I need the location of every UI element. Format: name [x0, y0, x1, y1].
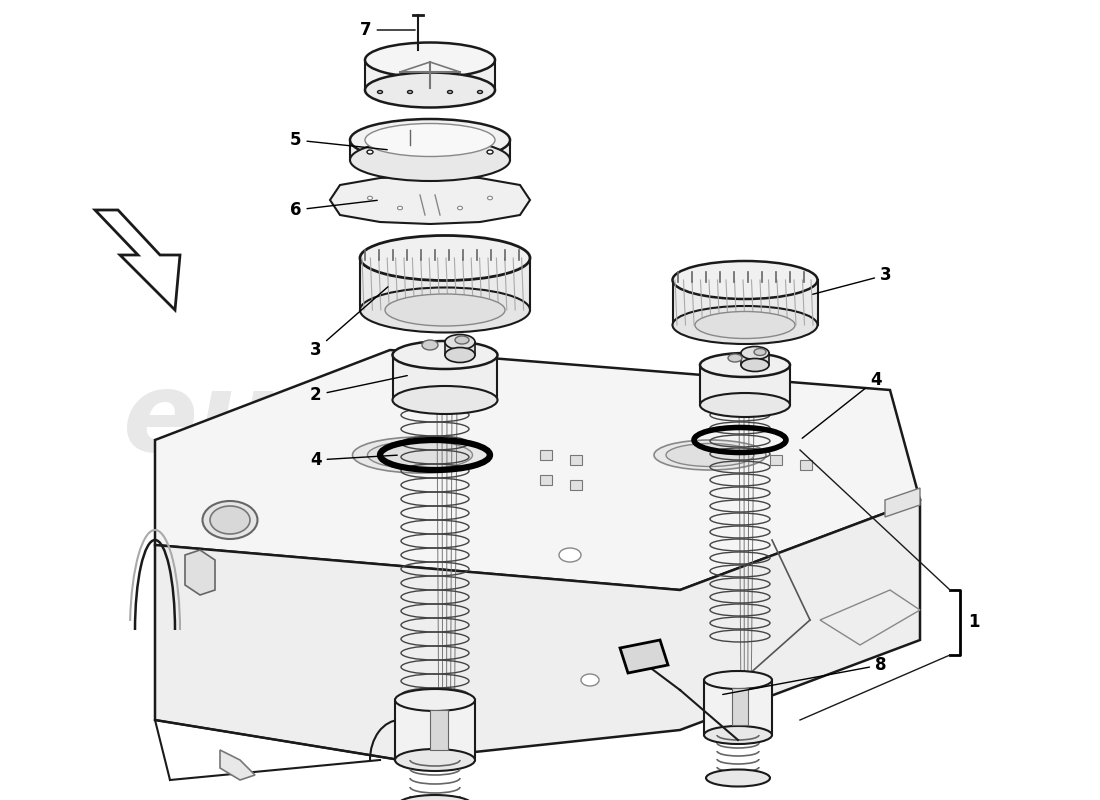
Text: 8: 8 — [723, 656, 887, 694]
Ellipse shape — [455, 336, 469, 344]
Ellipse shape — [210, 506, 250, 534]
Ellipse shape — [365, 123, 495, 157]
Text: 6: 6 — [290, 200, 377, 219]
Ellipse shape — [666, 443, 754, 466]
Ellipse shape — [706, 770, 770, 786]
Text: 4: 4 — [802, 371, 881, 438]
Ellipse shape — [395, 689, 475, 711]
Polygon shape — [395, 700, 475, 760]
Ellipse shape — [672, 306, 817, 344]
Polygon shape — [95, 210, 180, 310]
Polygon shape — [741, 353, 769, 365]
Ellipse shape — [741, 358, 769, 371]
Ellipse shape — [487, 150, 493, 154]
Polygon shape — [620, 640, 668, 673]
Ellipse shape — [754, 349, 766, 355]
Polygon shape — [155, 350, 920, 590]
Text: a passion for parts since 1985: a passion for parts since 1985 — [241, 558, 619, 582]
Polygon shape — [770, 455, 782, 465]
Ellipse shape — [397, 206, 403, 210]
Polygon shape — [570, 480, 582, 490]
Polygon shape — [886, 488, 920, 517]
Ellipse shape — [393, 386, 497, 414]
Polygon shape — [220, 750, 255, 780]
Ellipse shape — [654, 440, 766, 470]
Text: 7: 7 — [360, 21, 415, 39]
Polygon shape — [704, 680, 772, 735]
Ellipse shape — [352, 437, 487, 473]
Polygon shape — [540, 475, 552, 485]
Polygon shape — [700, 365, 790, 405]
Text: 1: 1 — [968, 613, 979, 631]
Polygon shape — [800, 460, 812, 470]
Ellipse shape — [365, 42, 495, 78]
Ellipse shape — [672, 261, 817, 299]
Text: 2: 2 — [310, 375, 407, 404]
Text: 4: 4 — [310, 451, 397, 469]
Ellipse shape — [487, 196, 493, 200]
Polygon shape — [732, 688, 748, 725]
Ellipse shape — [581, 674, 600, 686]
Ellipse shape — [422, 340, 438, 350]
Ellipse shape — [377, 90, 383, 94]
Ellipse shape — [704, 671, 772, 689]
Polygon shape — [350, 140, 510, 160]
Text: europarts: europarts — [123, 366, 737, 474]
Text: 5: 5 — [290, 131, 387, 150]
Ellipse shape — [700, 393, 790, 417]
Ellipse shape — [704, 726, 772, 744]
Polygon shape — [185, 550, 214, 595]
Polygon shape — [155, 500, 920, 760]
Polygon shape — [446, 342, 475, 355]
Polygon shape — [430, 710, 448, 750]
Ellipse shape — [559, 548, 581, 562]
Polygon shape — [393, 355, 497, 400]
Polygon shape — [570, 455, 582, 465]
Ellipse shape — [395, 749, 475, 771]
Ellipse shape — [397, 795, 473, 800]
Polygon shape — [365, 60, 495, 90]
Ellipse shape — [446, 334, 475, 350]
Ellipse shape — [393, 341, 497, 369]
Ellipse shape — [360, 287, 530, 333]
Text: 3: 3 — [310, 287, 388, 359]
Ellipse shape — [350, 139, 510, 181]
Polygon shape — [540, 450, 552, 460]
Ellipse shape — [367, 196, 373, 200]
Ellipse shape — [367, 441, 473, 469]
Ellipse shape — [350, 119, 510, 161]
Ellipse shape — [360, 235, 530, 281]
Ellipse shape — [728, 354, 743, 362]
Ellipse shape — [458, 206, 462, 210]
Polygon shape — [820, 590, 920, 645]
Ellipse shape — [385, 294, 505, 326]
Text: 3: 3 — [813, 266, 892, 294]
Ellipse shape — [700, 353, 790, 377]
Polygon shape — [360, 258, 530, 310]
Ellipse shape — [446, 347, 475, 362]
Ellipse shape — [448, 90, 452, 94]
Ellipse shape — [477, 90, 483, 94]
Ellipse shape — [365, 73, 495, 107]
Ellipse shape — [367, 150, 373, 154]
Polygon shape — [673, 280, 818, 325]
Polygon shape — [330, 176, 530, 224]
Ellipse shape — [407, 90, 412, 94]
Ellipse shape — [202, 501, 257, 539]
Ellipse shape — [695, 311, 795, 338]
Ellipse shape — [741, 346, 769, 359]
